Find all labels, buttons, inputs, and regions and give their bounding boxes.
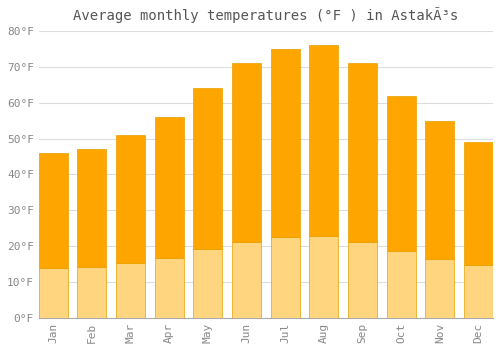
Bar [348,241,377,318]
Bar [39,268,68,318]
Bar [426,121,454,259]
Bar [116,263,145,318]
Bar [386,251,416,318]
Bar [310,46,338,236]
Bar [78,149,106,267]
Bar [155,117,184,258]
Title: Average monthly temperatures (°F ) in AstakÃ³s: Average monthly temperatures (°F ) in As… [74,7,458,23]
Bar [271,49,300,237]
Bar [194,249,222,318]
Bar [310,236,338,318]
Bar [464,265,493,318]
Bar [155,258,184,318]
Bar [194,89,222,249]
Bar [232,241,261,318]
Bar [426,259,454,318]
Bar [271,237,300,318]
Bar [464,142,493,265]
Bar [39,153,68,268]
Bar [348,63,377,241]
Bar [78,267,106,318]
Bar [232,63,261,241]
Bar [116,135,145,263]
Bar [386,96,416,251]
